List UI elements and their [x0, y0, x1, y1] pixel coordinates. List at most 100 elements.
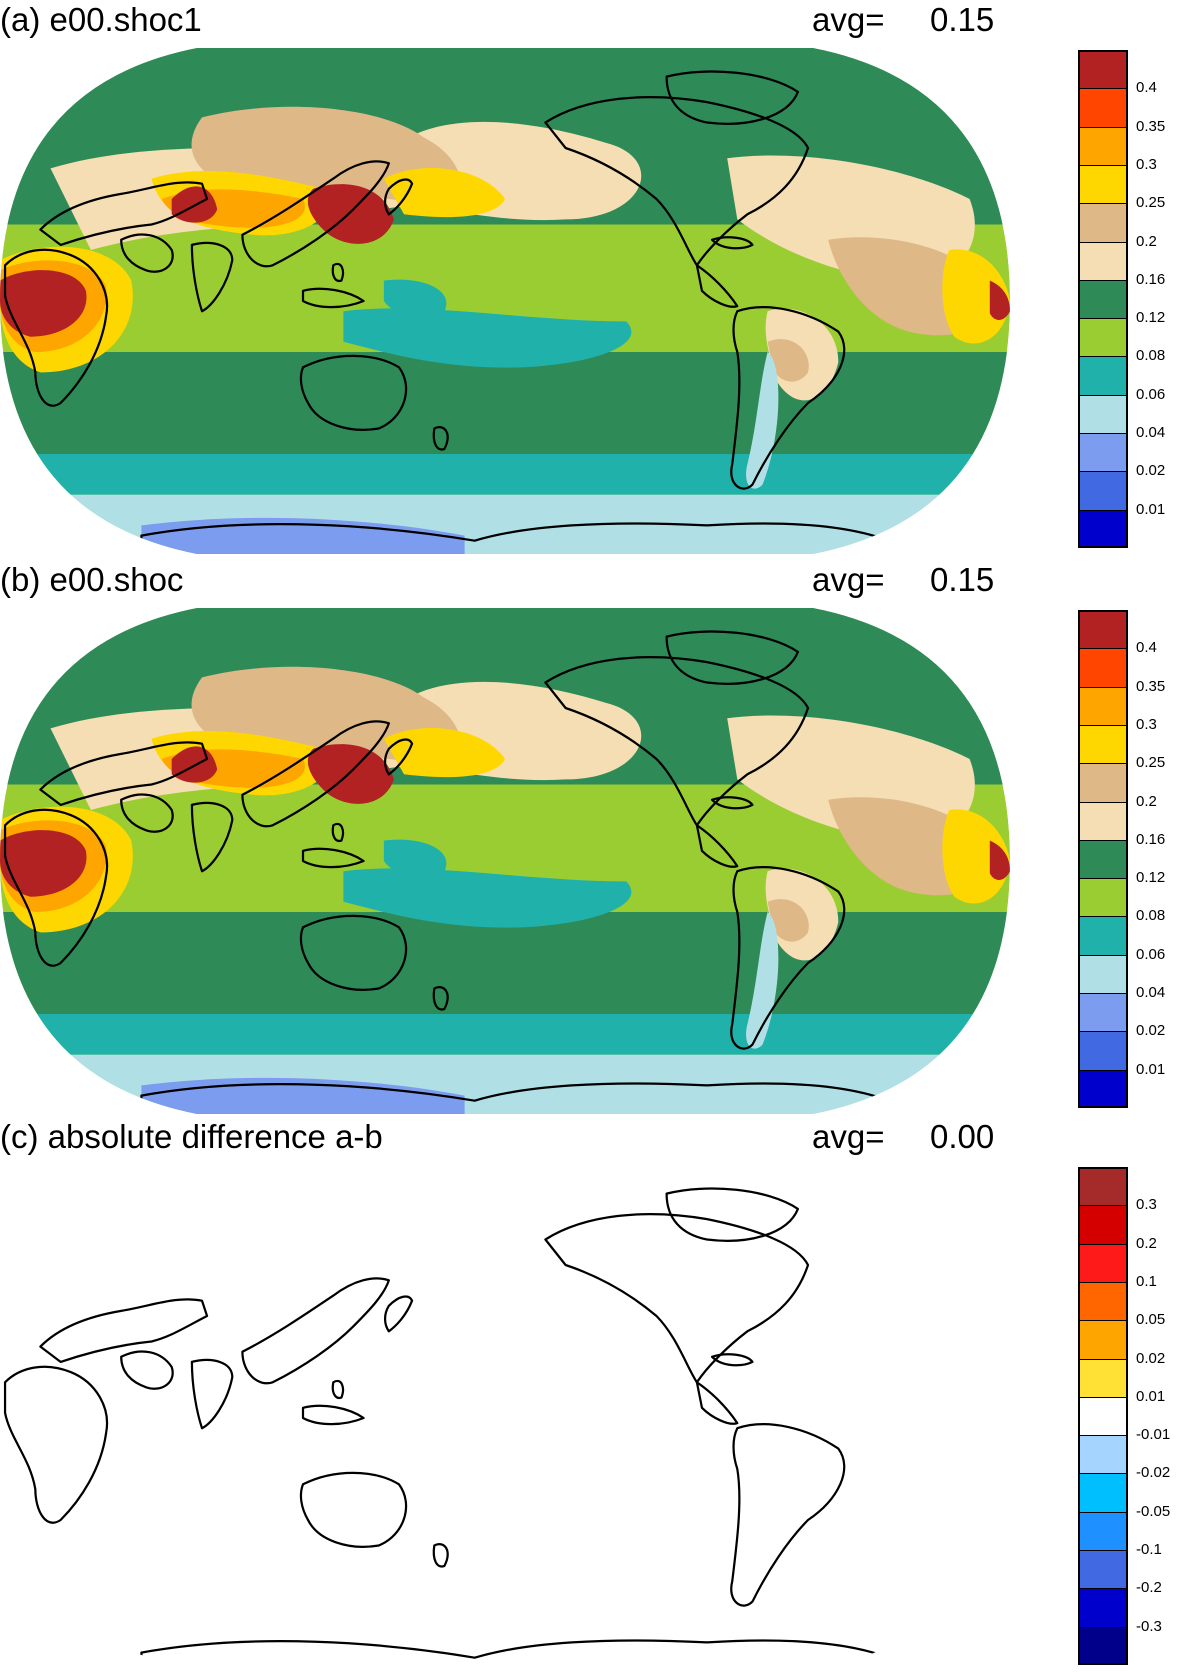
- coastline: [3, 1365, 109, 1524]
- coastline: [140, 522, 890, 554]
- field-region: [343, 868, 632, 928]
- coastline: [3, 248, 109, 407]
- coastline: [301, 1404, 365, 1426]
- colorbar-label: -0.01: [1136, 1426, 1171, 1444]
- colorbar-swatch: [1078, 878, 1128, 917]
- avg-value: 0.00: [930, 1118, 995, 1155]
- colorbar: 0.3 0.2 0.1 0.05 0.02 0.01 -0.01 -0.02 -0.05 -0.1…: [1078, 1167, 1190, 1665]
- field-region: [746, 352, 779, 489]
- colorbar-label: -0.2: [1136, 1579, 1162, 1597]
- colorbar-swatch: [1078, 1069, 1128, 1108]
- colorbar-label: 0.04: [1136, 424, 1166, 442]
- field-region: [307, 744, 394, 804]
- colorbar-label: 0.25: [1136, 194, 1166, 212]
- colorbar-label: 0.3: [1136, 1196, 1157, 1214]
- coastline: [241, 160, 390, 268]
- panel-title: (b) e00.shoc: [0, 561, 184, 598]
- coastline: [120, 1350, 174, 1390]
- colorbar-swatch: [1078, 1031, 1128, 1070]
- field-region: [141, 1077, 465, 1114]
- colorbar-label: 0.12: [1136, 869, 1166, 887]
- panel-title: (a) e00.shoc1: [0, 1, 202, 38]
- colorbar-swatch: [1078, 801, 1128, 840]
- coastline: [39, 1298, 209, 1364]
- colorbar-label: -0.3: [1136, 1617, 1162, 1635]
- avg-value: 0.15: [930, 1, 995, 38]
- colorbar-label: -0.05: [1136, 1502, 1171, 1520]
- colorbar-swatch: [1078, 1205, 1128, 1244]
- coastline: [695, 264, 739, 308]
- colorbar-swatch: [1078, 1358, 1128, 1397]
- colorbar-swatch: [1078, 394, 1128, 434]
- coastline: [383, 738, 414, 776]
- field-region: [383, 279, 447, 317]
- avg-value: 0.15: [930, 561, 995, 598]
- coastline: [301, 847, 365, 869]
- coastline: [544, 656, 810, 827]
- colorbar-label: 0.01: [1136, 1060, 1166, 1078]
- colorbar-swatch: [1078, 1396, 1128, 1436]
- coastline: [241, 1277, 390, 1385]
- coastline: [301, 287, 365, 309]
- colorbar-swatch: [1078, 241, 1128, 280]
- field-region: [0, 1014, 1010, 1055]
- colorbar-label: 0.2: [1136, 792, 1157, 810]
- coastline: [190, 1358, 234, 1430]
- coastline: [695, 824, 739, 868]
- coastline: [432, 986, 449, 1011]
- coastline: [299, 354, 408, 431]
- field-region: [942, 809, 1010, 904]
- field-region: [141, 517, 465, 554]
- world-map: [0, 48, 1010, 554]
- colorbar-swatch: [1078, 1550, 1128, 1589]
- colorbar-swatch: [1078, 724, 1128, 764]
- colorbar-label: 0.2: [1136, 232, 1157, 250]
- colorbar-swatch: [1078, 279, 1128, 319]
- colorbar-swatch: [1078, 164, 1128, 204]
- colorbar-label: 0.3: [1136, 715, 1157, 733]
- field-region: [767, 899, 809, 942]
- colorbar-swatch: [1078, 203, 1128, 242]
- avg-label: avg=: [812, 561, 885, 598]
- colorbar-label: 0.01: [1136, 1387, 1166, 1405]
- colorbar-swatch: [1078, 1435, 1128, 1474]
- colorbar-label: 0.4: [1136, 79, 1157, 97]
- field-region: [383, 727, 505, 778]
- colorbar-swatch: [1078, 356, 1128, 395]
- field-region: [989, 280, 1010, 320]
- colorbar-swatch: [1078, 610, 1128, 649]
- colorbar-swatch: [1078, 318, 1128, 357]
- colorbar-swatch: [1078, 1473, 1128, 1512]
- colorbar-label: 0.3: [1136, 155, 1157, 173]
- coastline: [39, 181, 209, 247]
- colorbar-label: 0.35: [1136, 677, 1166, 695]
- field-region: [0, 454, 1010, 495]
- colorbar-label: -0.1: [1136, 1541, 1162, 1559]
- coastline: [140, 1639, 890, 1671]
- colorbar-label: 0.01: [1136, 500, 1166, 518]
- coastline: [730, 866, 846, 1050]
- coastline: [383, 1295, 414, 1333]
- coastline: [3, 808, 109, 967]
- colorbar: 0.4 0.35 0.3 0.25 0.2 0.16 0.12 0.08 0.06 0.04 0.0…: [1078, 610, 1190, 1108]
- coastline: [544, 1213, 810, 1384]
- field-region: [942, 249, 1010, 344]
- colorbar-swatch: [1078, 471, 1128, 510]
- colorbar-label: 0.4: [1136, 639, 1157, 657]
- colorbar-swatch: [1078, 916, 1128, 955]
- colorbar-swatch: [1078, 1511, 1128, 1551]
- field-region: [746, 912, 779, 1049]
- colorbar-swatch: [1078, 1167, 1128, 1206]
- coastline: [730, 306, 846, 490]
- colorbar-label: 0.02: [1136, 462, 1166, 480]
- colorbar-swatch: [1078, 1243, 1128, 1282]
- avg-label: avg=: [812, 1, 885, 38]
- colorbar-swatch: [1078, 1281, 1128, 1321]
- colorbar-swatch: [1078, 1320, 1128, 1359]
- field-region: [0, 830, 87, 897]
- coastline: [710, 1353, 754, 1367]
- colorbar-swatch: [1078, 1588, 1128, 1627]
- colorbar-label: 0.06: [1136, 945, 1166, 963]
- colorbar-swatch: [1078, 993, 1128, 1032]
- colorbar-label: 0.02: [1136, 1349, 1166, 1367]
